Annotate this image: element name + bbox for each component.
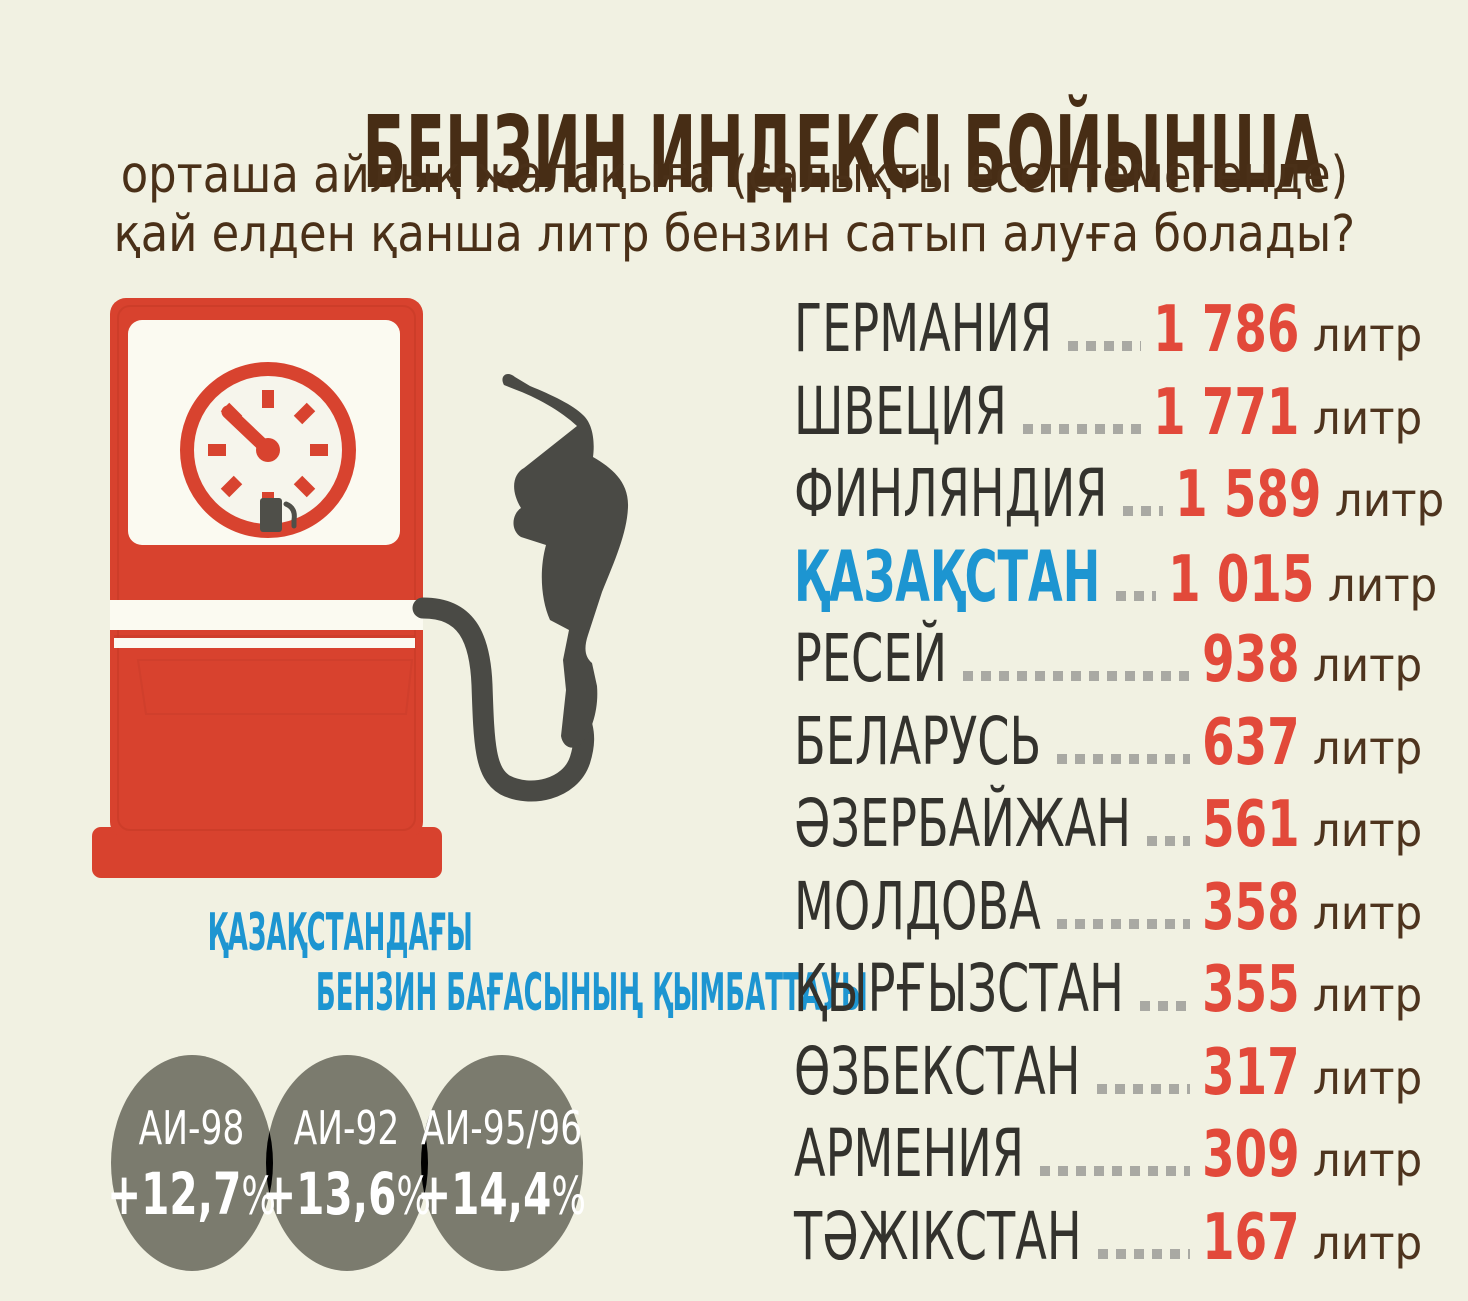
liters-value: 1 015	[1168, 542, 1315, 617]
ranking-row-kyrgyzstan: ҚЫРҒЫЗСТАН 355 литр	[794, 948, 1422, 1031]
grade-change: +14,4	[417, 1160, 552, 1228]
fuel-grade-ai98: АИ-98 +12,7%	[62, 1098, 322, 1233]
gas-pump-illustration	[92, 298, 629, 878]
ranking-row-kazakhstan: ҚАЗАҚСТАН 1 015 литр	[794, 535, 1438, 619]
dotted-leader	[1022, 423, 1141, 434]
dotted-leader	[1147, 836, 1190, 846]
unit-label: литр	[1312, 885, 1422, 940]
unit-label: литр	[1312, 1133, 1422, 1187]
pump-base	[92, 827, 442, 878]
unit-label: литр	[1312, 390, 1422, 445]
liters-value: 1 589	[1175, 458, 1322, 532]
dotted-leader	[1123, 506, 1164, 516]
dotted-leader	[1139, 1001, 1190, 1011]
circle-ai9596	[421, 1055, 583, 1271]
page-title: БЕНЗИН ИНДЕКСІ БОЙЫНША	[0, 101, 1468, 205]
liters-value: 355	[1201, 953, 1300, 1027]
country-name: ӘЗЕРБАЙЖАН	[794, 785, 1132, 862]
liters-value: 1 771	[1152, 375, 1300, 450]
unit-label: литр	[1312, 638, 1422, 692]
unit-label: литр	[1312, 1215, 1422, 1270]
dotted-leader	[1056, 918, 1190, 929]
unit-label: литр	[1312, 1050, 1422, 1105]
country-name: ШВЕЦИЯ	[794, 372, 1007, 450]
ranking-row-finland: ФИНЛЯНДИЯ 1 589 литр	[794, 453, 1445, 536]
page-subtitle: орташа айлық жалақыға (салықты есептемег…	[0, 146, 1468, 264]
kz-heading-line-2: БЕНЗИН БАҒАСЫНЫҢ ҚЫМБАТТАУЫ	[315, 963, 868, 1023]
unit-label: литр	[1328, 557, 1438, 612]
grade-label: АИ-98	[139, 1101, 245, 1155]
fuel-grade-ai9596: АИ-95/96 +14,4%	[372, 1098, 632, 1233]
liters-value: 167	[1201, 1200, 1300, 1275]
dotted-leader	[962, 671, 1190, 681]
circle-ai92	[266, 1055, 428, 1271]
liters-value: 358	[1201, 870, 1300, 945]
dotted-leader	[1057, 753, 1190, 764]
page-title-text: БЕНЗИН ИНДЕКСІ БОЙЫНША	[362, 94, 1324, 211]
kazakhstan-price-heading: ҚАЗАҚСТАНДАҒЫ БЕНЗИН БАҒАСЫНЫҢ ҚЫМБАТТАУ…	[40, 903, 867, 1023]
unit-label: литр	[1335, 473, 1445, 527]
liters-value: 309	[1201, 1118, 1300, 1192]
ranking-row-moldova: МОЛДОВА 358 литр	[794, 866, 1422, 949]
pump-hose	[412, 597, 595, 802]
subtitle-line-2: қай елден қанша литр бензин сатып алуға …	[113, 205, 1355, 264]
ranking-row-sweden: ШВЕЦИЯ 1 771 литр	[794, 371, 1422, 454]
pump-door	[136, 659, 414, 715]
fuel-grade-circles	[111, 1055, 583, 1271]
dotted-leader	[1097, 1248, 1190, 1259]
unit-label: литр	[1312, 803, 1422, 857]
country-name: ГЕРМАНИЯ	[794, 290, 1053, 367]
percent-sign: %	[551, 1167, 587, 1227]
liters-value: 637	[1201, 705, 1300, 780]
pump-nozzle	[502, 373, 629, 748]
liters-value: 561	[1201, 788, 1300, 862]
country-name: РЕСЕЙ	[794, 620, 948, 697]
dotted-leader	[1116, 590, 1157, 601]
ranking-row-azerbaijan: ӘЗЕРБАЙЖАН 561 литр	[794, 783, 1422, 866]
country-name: БЕЛАРУСЬ	[794, 702, 1042, 780]
country-name: АРМЕНИЯ	[794, 1115, 1024, 1192]
grade-label: АИ-95/96	[421, 1101, 583, 1155]
dotted-leader	[1068, 341, 1141, 351]
unit-label: литр	[1312, 968, 1422, 1022]
dotted-leader	[1040, 1166, 1190, 1176]
ranking-row-armenia: АРМЕНИЯ 309 литр	[794, 1113, 1422, 1196]
dotted-leader	[1096, 1083, 1190, 1094]
ranking-row-belarus: БЕЛАРУСЬ 637 литр	[794, 701, 1422, 784]
ranking-row-uzbekistan: ӨЗБЕКСТАН 317 литр	[794, 1031, 1422, 1114]
fuel-pump-glyph	[260, 498, 297, 532]
circle-ai98	[111, 1055, 273, 1271]
fuel-grade-ai92: АИ-92 +13,6%	[217, 1098, 477, 1233]
liters-value: 938	[1201, 623, 1300, 697]
country-ranking-list: ГЕРМАНИЯ 1 786 литр ШВЕЦИЯ 1 771 литр ФИНЛЯН…	[794, 288, 1445, 1279]
country-name: ФИНЛЯНДИЯ	[794, 455, 1108, 532]
grade-change: +13,6	[262, 1160, 397, 1228]
country-name: ӨЗБЕКСТАН	[794, 1032, 1081, 1110]
ranking-row-russia: РЕСЕЙ 938 литр	[794, 618, 1422, 701]
unit-label: литр	[1312, 308, 1422, 362]
grade-label: АИ-92	[294, 1101, 400, 1155]
country-name: МОЛДОВА	[794, 867, 1041, 945]
liters-value: 317	[1201, 1035, 1300, 1110]
pump-gauge	[180, 362, 356, 538]
ranking-row-tajikistan: ТӘЖІКСТАН 167 литр	[794, 1196, 1422, 1279]
country-name: ТӘЖІКСТАН	[794, 1197, 1082, 1275]
subtitle-line-1: орташа айлық жалақыға (салықты есептемег…	[120, 146, 1348, 205]
unit-label: литр	[1312, 720, 1422, 775]
liters-value: 1 786	[1152, 293, 1300, 367]
percent-sign: %	[396, 1167, 432, 1227]
kz-heading-line-1: ҚАЗАҚСТАНДАҒЫ	[207, 903, 473, 963]
country-name: ҚЫРҒЫЗСТАН	[794, 950, 1124, 1027]
grade-change: +12,7	[107, 1160, 242, 1228]
percent-sign: %	[241, 1167, 277, 1227]
country-name-highlighted: ҚАЗАҚСТАН	[794, 535, 1101, 618]
ranking-row-germany: ГЕРМАНИЯ 1 786 литр	[794, 288, 1422, 371]
